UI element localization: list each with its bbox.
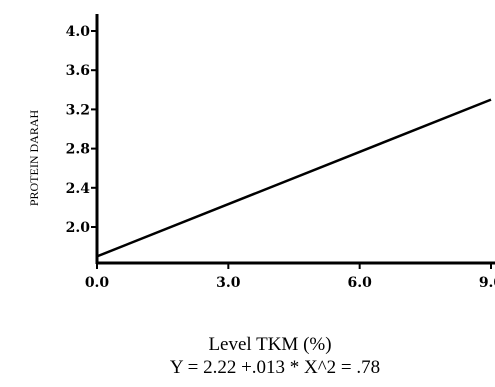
data-series <box>96 98 492 258</box>
x-tick-label: 3.0 <box>216 275 241 291</box>
x-tick-label: 9.0 <box>479 275 495 291</box>
y-tick-label: 3.2 <box>66 102 90 118</box>
x-tick-label: 6.0 <box>347 275 372 291</box>
y-axis-title: PROTEIN DARAH <box>27 110 41 207</box>
x-axis-ticks: 0.0 3.0 6.0 9.0 <box>85 263 495 291</box>
regression-equation: Y = 2.22 +.013 * X^2 = .78 <box>169 357 381 378</box>
y-tick-label: 2.0 <box>66 220 91 236</box>
axes <box>95 14 495 265</box>
x-axis-title: Level TKM (%) <box>208 334 332 355</box>
y-tick-label: 4.0 <box>66 24 91 40</box>
series-line <box>96 98 492 258</box>
y-axis-ticks: 2.0 2.4 2.8 3.2 3.6 4.0 <box>66 24 97 236</box>
y-tick-label: 3.6 <box>66 63 90 79</box>
y-tick-label: 2.8 <box>66 142 90 158</box>
x-tick-label: 0.0 <box>85 275 110 291</box>
y-tick-label: 2.4 <box>66 181 91 197</box>
